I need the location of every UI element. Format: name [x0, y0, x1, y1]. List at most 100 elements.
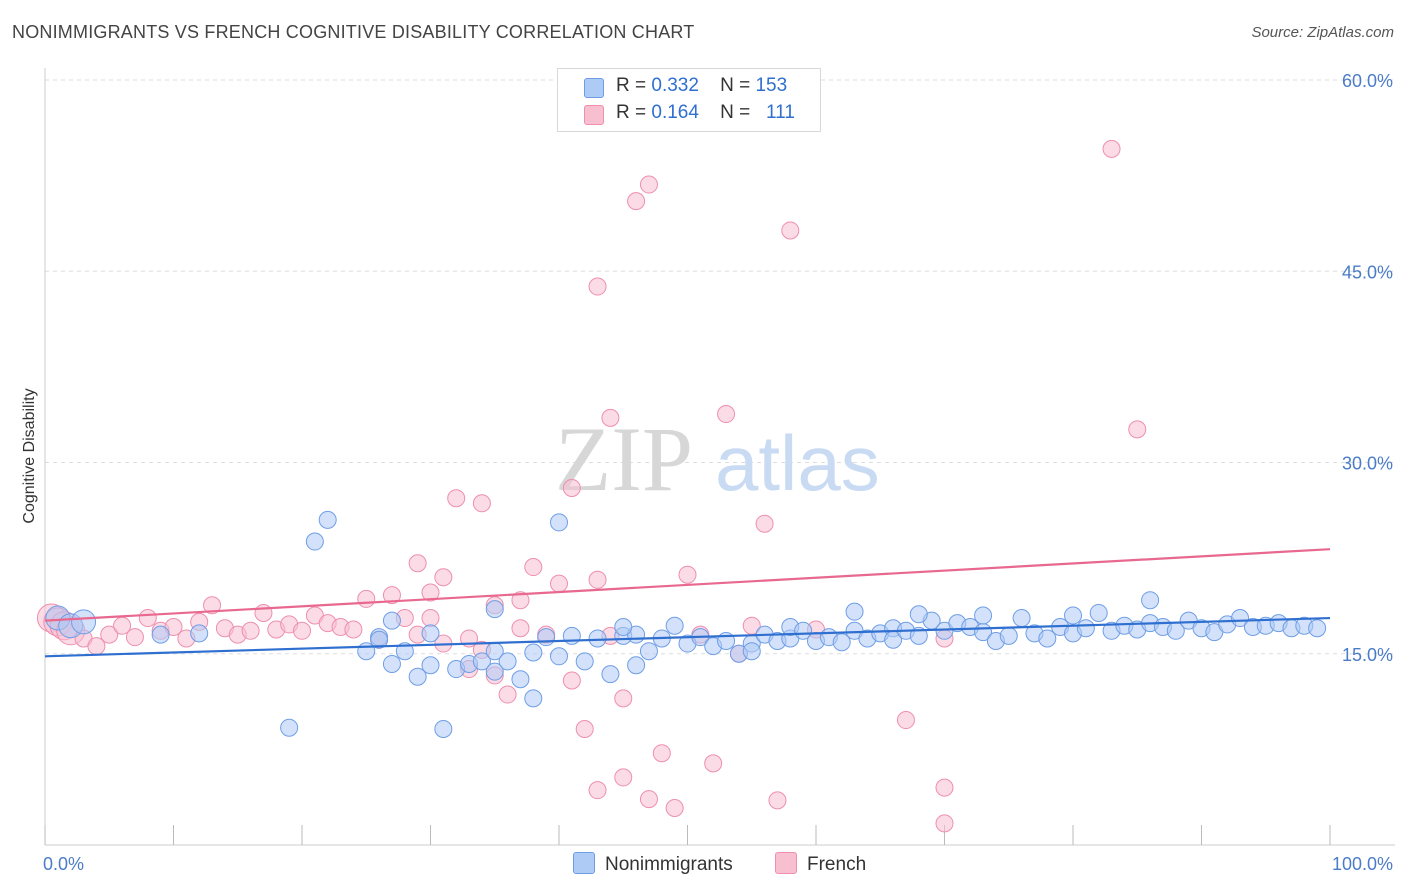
french-trend-line — [44, 548, 1331, 622]
legend-n-value: 111 — [766, 102, 795, 123]
nonimmigrants-point — [999, 626, 1018, 645]
french-point — [935, 778, 954, 797]
nonimmigrants-trend-line — [44, 616, 1331, 658]
nonimmigrants-point — [370, 630, 389, 649]
nonimmigrants-point — [421, 656, 440, 675]
french-point — [614, 689, 633, 708]
nonimmigrants-point — [498, 652, 517, 671]
french-point — [511, 591, 530, 610]
x-tick-label: 100.0% — [1332, 854, 1393, 874]
y-tick-label: 60.0% — [1342, 71, 1393, 91]
french-point — [652, 744, 671, 763]
french-point — [125, 628, 144, 647]
nonimmigrants-point — [511, 670, 530, 689]
watermark-atlas: atlas — [715, 419, 880, 507]
french-point — [382, 586, 401, 605]
source-label: Source: ZipAtlas.com — [1251, 24, 1394, 41]
watermark: ZIP atlas — [555, 408, 880, 510]
nonimmigrants-point — [305, 532, 324, 551]
nonimmigrants-point — [588, 629, 607, 648]
french-point — [550, 574, 568, 593]
nonimmigrants-point — [472, 652, 491, 671]
axes — [44, 68, 1395, 846]
french-point — [575, 719, 594, 738]
nonimmigrants-point — [639, 642, 658, 661]
french-point — [138, 609, 157, 628]
legend-r-label: R = — [616, 75, 647, 96]
nonimmigrants-point — [382, 654, 401, 673]
french-point — [1102, 139, 1121, 158]
nonimmigrants-point — [408, 667, 427, 686]
legend-swatch-pink — [584, 105, 604, 125]
french-point — [717, 405, 736, 424]
nonimmigrants-point — [485, 600, 504, 619]
french-point — [755, 514, 774, 533]
nonimmigrants-point — [1089, 603, 1108, 622]
nonimmigrants-point — [1038, 629, 1057, 648]
french-point — [588, 570, 607, 589]
correlation-legend: R = 0.332 N = 153 R = 0.164 N = 111 — [557, 68, 821, 132]
nonimmigrants-point — [1231, 609, 1250, 628]
french-point — [511, 619, 530, 638]
french-point — [601, 408, 620, 427]
nonimmigrants-point — [71, 609, 97, 635]
french-point — [1128, 420, 1147, 439]
french-point — [421, 583, 440, 602]
french-point — [254, 603, 273, 622]
french-point — [434, 568, 453, 587]
legend-swatch-blue — [584, 78, 604, 98]
nonimmigrants-point — [485, 662, 504, 681]
nonimmigrants-points — [45, 510, 1327, 738]
legend-r-label: R = — [616, 102, 647, 123]
nonimmigrants-point — [627, 656, 646, 675]
bottom-legend-label: French — [807, 854, 867, 875]
nonimmigrants-point — [524, 689, 543, 708]
french-point — [935, 814, 954, 833]
nonimmigrants-point — [1012, 609, 1031, 628]
grid-lines — [45, 79, 1395, 655]
french-point — [408, 554, 427, 573]
nonimmigrants-point — [550, 647, 568, 666]
nonimmigrants-point — [601, 665, 620, 684]
french-point — [241, 621, 260, 640]
nonimmigrants-point — [742, 642, 761, 661]
legend-n-label: N = — [720, 102, 751, 123]
french-point — [100, 625, 119, 644]
nonimmigrants-point — [832, 633, 851, 652]
french-point — [562, 671, 581, 690]
french-point — [639, 175, 658, 194]
y-axis-label: Cognitive Disability — [21, 388, 38, 523]
french-point — [344, 620, 363, 639]
bottom-legend-nonimmigrants: Nonimmigrants — [573, 852, 733, 876]
french-point — [896, 711, 915, 730]
nonimmigrants-point — [318, 510, 337, 529]
nonimmigrants-point — [845, 602, 864, 621]
bottom-legend-swatch-blue — [573, 852, 595, 874]
legend-r-value: 0.332 — [651, 75, 699, 96]
bottom-legend-label: Nonimmigrants — [605, 854, 733, 875]
french-point — [472, 494, 491, 513]
french-point — [524, 558, 543, 577]
nonimmigrants-point — [1141, 591, 1160, 610]
nonimmigrants-point — [575, 652, 594, 671]
bottom-legend-swatch-pink — [775, 852, 797, 874]
nonimmigrants-point — [1308, 619, 1327, 638]
nonimmigrants-point — [421, 624, 440, 643]
french-point — [293, 621, 311, 640]
nonimmigrants-point — [382, 611, 401, 630]
french-point — [421, 609, 440, 628]
nonimmigrants-point — [190, 624, 209, 643]
nonimmigrants-point — [794, 621, 813, 640]
bottom-legend-french: French — [775, 852, 866, 876]
nonimmigrants-point — [614, 617, 633, 636]
nonimmigrants-point — [395, 642, 414, 661]
french-point — [562, 479, 581, 497]
nonimmigrants-point — [550, 513, 568, 532]
y-tick-label: 30.0% — [1342, 454, 1393, 474]
french-point — [781, 221, 800, 240]
nonimmigrants-point — [665, 616, 684, 635]
french-point — [678, 565, 697, 584]
nonimmigrants-point — [974, 606, 993, 625]
french-point — [588, 277, 607, 296]
